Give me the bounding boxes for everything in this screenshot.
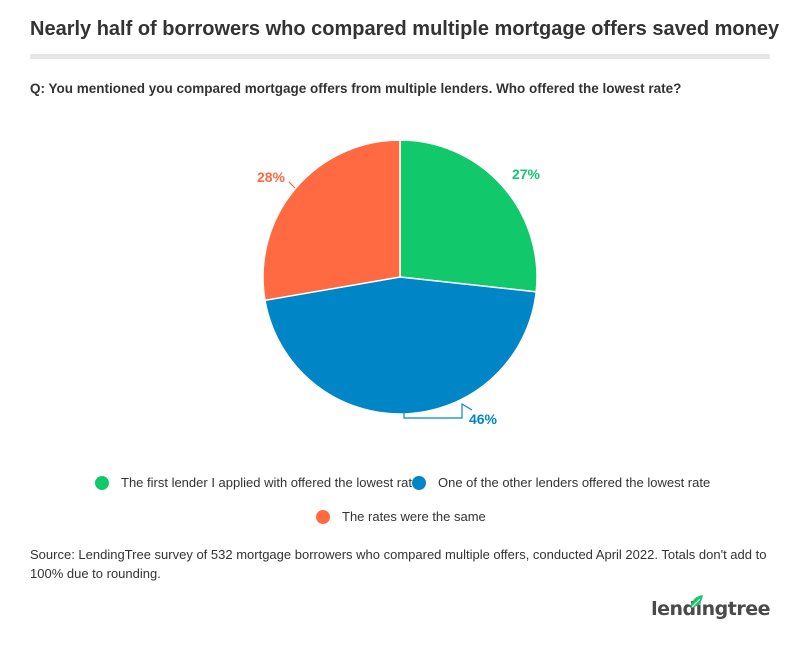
data-label-rates-same: 28% <box>257 169 286 185</box>
chart-title: Nearly half of borrowers who compared mu… <box>30 18 780 40</box>
source-note: Source: LendingTree survey of 532 mortga… <box>30 547 767 581</box>
leader-line-other-lenders <box>403 402 473 419</box>
pie-slice-other-lenders <box>264 276 537 415</box>
pie-slice-first-lender <box>399 139 538 293</box>
data-label-other-lenders: 46% <box>469 411 498 427</box>
leader-line-rates-same <box>288 181 296 189</box>
lendingtree-logo: lendingtree <box>651 595 770 620</box>
survey-question: Q: You mentioned you compared mortgage o… <box>30 81 682 96</box>
title-divider <box>30 54 770 59</box>
pie-slice-rates-same <box>262 139 401 302</box>
logo-text: lendingtree <box>651 598 770 620</box>
data-label-first-lender: 27% <box>512 166 541 182</box>
leaf-icon <box>691 595 704 608</box>
